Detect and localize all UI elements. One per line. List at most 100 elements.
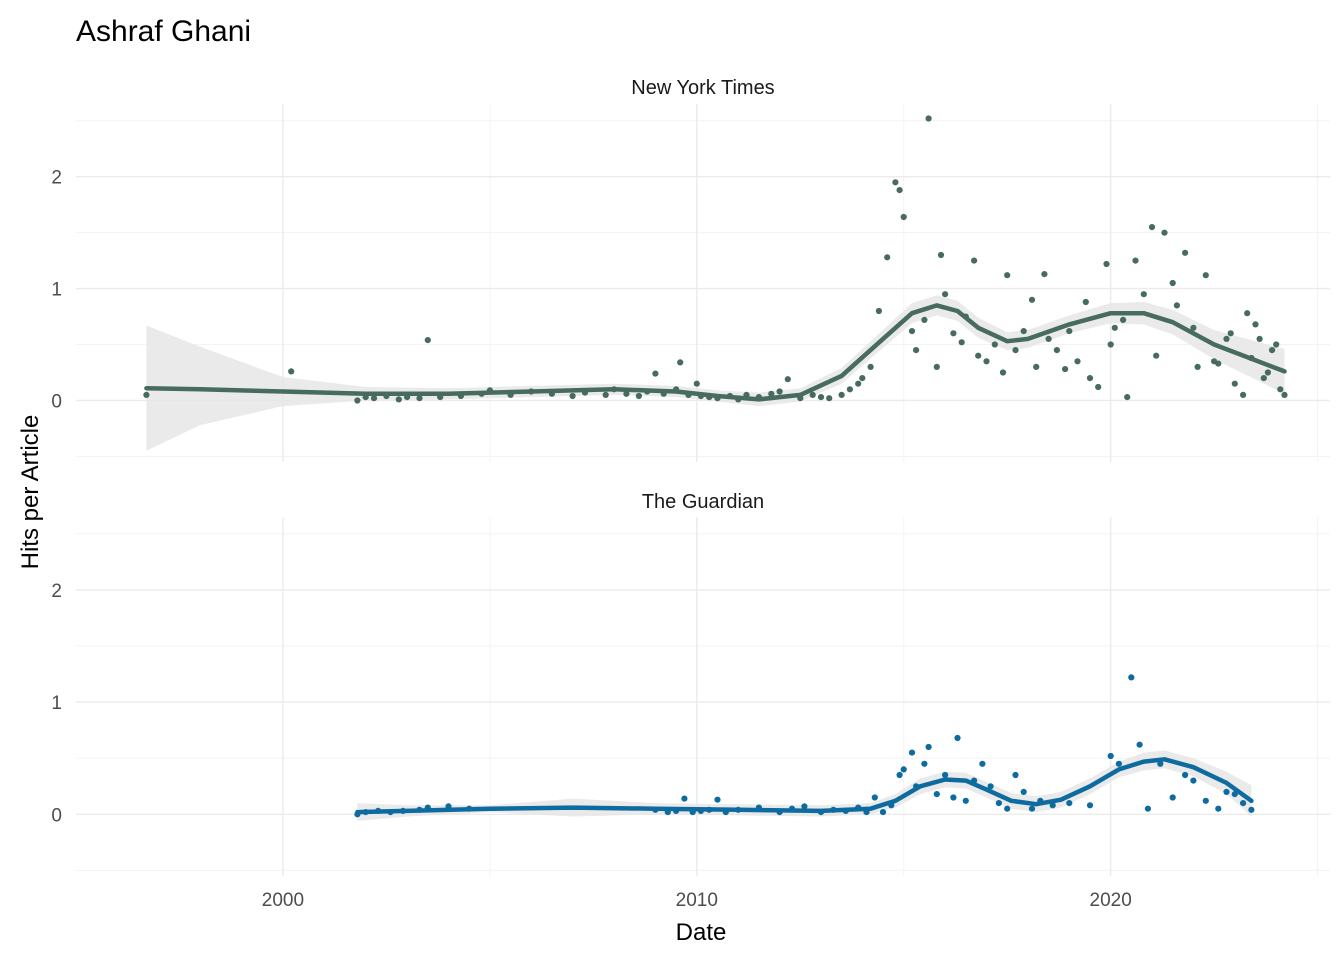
data-point	[1244, 310, 1251, 317]
data-point	[1028, 296, 1036, 303]
data-point	[975, 352, 982, 359]
data-point	[921, 316, 928, 323]
data-point	[801, 803, 808, 810]
data-point	[681, 795, 688, 802]
data-point	[971, 257, 978, 264]
data-point	[1277, 386, 1284, 393]
data-point	[1103, 260, 1110, 268]
data-point	[288, 368, 295, 375]
data-point	[1028, 805, 1036, 812]
data-point	[1045, 335, 1052, 342]
x-tick-label: 2010	[676, 890, 718, 911]
data-point	[1020, 328, 1027, 335]
data-point	[1260, 375, 1267, 382]
data-point	[846, 386, 854, 393]
data-point	[962, 797, 969, 804]
data-point	[1086, 375, 1094, 382]
data-point	[1223, 788, 1230, 796]
data-point	[817, 394, 825, 401]
data-point	[826, 395, 833, 402]
data-point	[958, 339, 965, 346]
data-point	[354, 397, 361, 404]
data-point	[1173, 302, 1180, 309]
panel-0: New York Times 0 1 2	[51, 77, 1330, 462]
data-point	[1082, 298, 1089, 306]
data-point	[1004, 272, 1011, 279]
y-tick-label: 0	[51, 805, 62, 826]
data-point	[143, 391, 150, 398]
data-point	[908, 749, 916, 756]
data-point	[1223, 335, 1230, 342]
data-point	[867, 363, 874, 370]
plot-layer: New York Times 0 1 2 The Guardian 0 1 2 2000 2010…	[51, 77, 1330, 911]
data-point	[1190, 777, 1197, 784]
data-point	[859, 375, 866, 382]
x-tick-label: 2000	[262, 890, 304, 911]
data-point	[884, 254, 891, 261]
data-point	[1264, 369, 1271, 376]
data-point	[1132, 257, 1139, 264]
data-point	[602, 391, 609, 398]
data-point	[1182, 249, 1189, 256]
data-point	[950, 330, 957, 337]
data-point	[896, 771, 903, 779]
data-point	[999, 369, 1007, 376]
data-point	[1074, 358, 1081, 365]
data-point	[1161, 229, 1168, 236]
data-point	[933, 791, 940, 798]
data-point	[900, 213, 907, 221]
data-point	[879, 809, 887, 816]
data-point	[1182, 771, 1189, 779]
data-point	[933, 363, 940, 370]
data-point	[987, 783, 994, 790]
data-point	[1086, 802, 1094, 809]
panel-strip-label: New York Times	[631, 77, 774, 99]
data-point	[569, 392, 576, 400]
data-point	[714, 796, 721, 803]
data-point	[1202, 272, 1209, 279]
data-point	[1136, 741, 1143, 748]
data-point	[1120, 316, 1127, 323]
data-point	[1033, 363, 1040, 370]
data-point	[1053, 347, 1060, 354]
data-point	[1144, 805, 1151, 812]
data-point	[913, 347, 920, 354]
data-point	[635, 392, 643, 400]
data-point	[1020, 788, 1027, 796]
data-point	[1215, 360, 1222, 367]
data-point	[1202, 797, 1209, 804]
data-point	[979, 760, 986, 767]
data-point	[875, 307, 883, 315]
data-point	[942, 291, 949, 298]
data-point	[1240, 800, 1247, 807]
data-point	[395, 396, 402, 403]
data-point	[942, 771, 949, 779]
data-point	[1128, 674, 1135, 681]
data-point	[677, 359, 684, 366]
data-point	[1012, 771, 1019, 779]
data-point	[1157, 760, 1164, 767]
data-point	[921, 760, 928, 767]
data-point	[1041, 271, 1048, 278]
data-point	[1269, 347, 1276, 354]
data-point	[937, 251, 945, 259]
data-point	[1148, 224, 1156, 231]
data-point	[1248, 806, 1255, 813]
data-point	[416, 395, 423, 402]
data-point	[776, 388, 783, 395]
data-point	[954, 734, 961, 742]
data-point	[1281, 391, 1288, 398]
y-tick-label: 1	[51, 280, 62, 301]
data-point	[1115, 760, 1122, 767]
smooth-line	[144, 303, 1287, 402]
data-point	[950, 794, 957, 801]
data-point	[1012, 347, 1019, 354]
smooth-line	[355, 757, 1254, 815]
data-point	[693, 380, 700, 387]
data-point	[983, 358, 990, 365]
y-tick-label: 2	[51, 168, 62, 189]
data-point	[925, 115, 932, 122]
data-point	[623, 390, 630, 397]
data-point	[1252, 321, 1259, 328]
data-point	[925, 743, 932, 751]
